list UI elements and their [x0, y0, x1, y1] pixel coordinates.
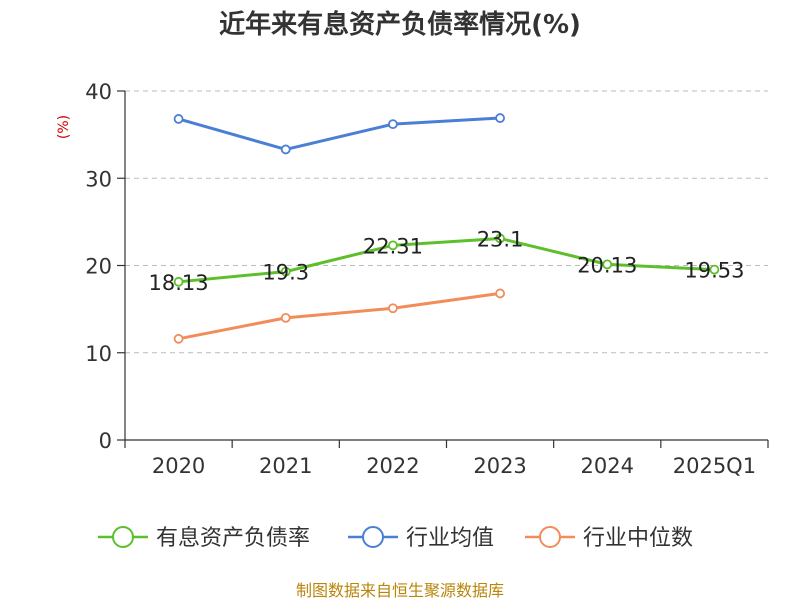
y-unit-label: (%): [56, 115, 72, 139]
y-tick-label: 10: [85, 342, 112, 366]
x-tick-label: 2022: [366, 454, 419, 478]
series-line: [178, 236, 715, 284]
y-tick-label: 30: [85, 167, 112, 191]
y-tick-label: 20: [85, 255, 112, 279]
x-tick-label: 2025Q1: [673, 454, 756, 478]
series-line: [178, 291, 501, 341]
axes: 0 10 20 30 40 2020 2021 2022 2023 2024 2025Q1: [85, 80, 769, 478]
series-2: [173, 288, 505, 344]
data-label: 19.3: [262, 261, 309, 285]
legend-item-2: 行业中位数: [525, 526, 693, 551]
x-tick-label: 2020: [152, 454, 205, 478]
legend: 有息资产负债率 行业均值 行业中位数: [98, 526, 693, 551]
data-label: 22.31: [363, 234, 423, 258]
x-tick-label: 2023: [473, 454, 526, 478]
series-line: [178, 116, 501, 151]
legend-item-0: 有息资产负债率: [98, 526, 310, 551]
data-label: 23.1: [477, 227, 524, 251]
data-point: [388, 119, 398, 130]
data-point: [495, 233, 505, 244]
data-point: [709, 264, 720, 275]
series-1: [173, 113, 505, 155]
data-point: [602, 259, 613, 270]
x-tick-label: 2024: [581, 454, 634, 478]
legend-label: 行业中位数: [583, 526, 693, 551]
data-point: [388, 240, 398, 251]
source-footer: 制图数据来自恒生聚源数据库: [296, 581, 504, 600]
y-tick-label: 0: [99, 429, 112, 453]
legend-item-1: 行业均值: [348, 526, 494, 551]
y-tick-label: 40: [85, 80, 112, 104]
data-point: [173, 114, 184, 124]
legend-marker: [112, 526, 134, 548]
series-group: [173, 113, 720, 344]
legend-marker: [539, 526, 561, 548]
series-0: [173, 233, 720, 287]
x-tick-label: 2021: [259, 454, 312, 478]
data-labels: 18.13 19.3 22.31 23.1 20.13 19.53: [149, 227, 745, 294]
data-point: [173, 333, 184, 344]
data-label: 19.53: [684, 259, 744, 283]
data-point: [280, 266, 291, 277]
legend-label: 有息资产负债率: [156, 526, 310, 551]
data-point: [495, 113, 505, 123]
chart-title: 近年来有息资产负债率情况(%): [219, 9, 581, 40]
data-point: [495, 288, 505, 299]
data-point: [173, 276, 184, 287]
data-point: [388, 303, 398, 314]
data-label: 20.13: [577, 253, 637, 277]
data-point: [280, 312, 291, 323]
legend-marker: [362, 526, 384, 548]
data-point: [280, 144, 291, 155]
legend-label: 行业均值: [406, 526, 494, 551]
data-label: 18.13: [149, 271, 209, 295]
